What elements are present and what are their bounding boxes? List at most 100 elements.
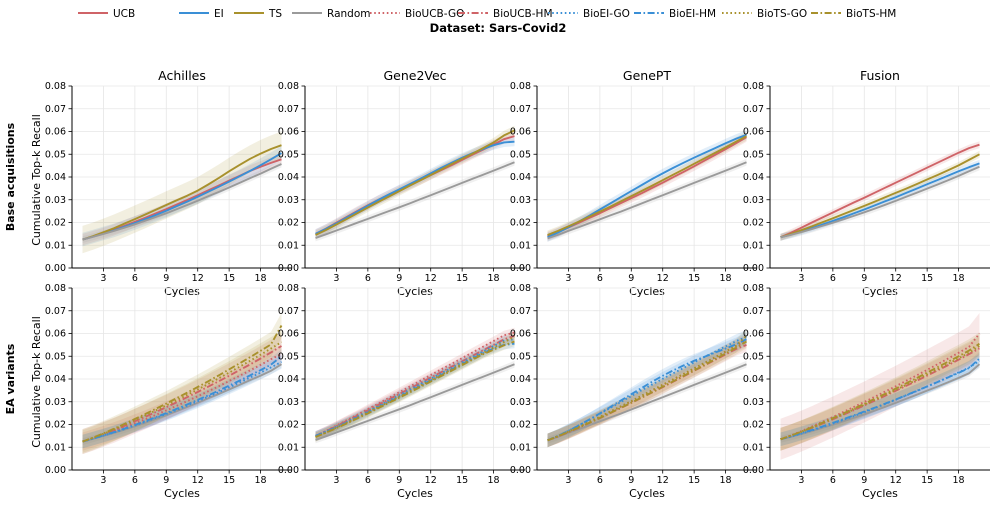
y-tick-label: 0.00 [510, 263, 531, 274]
x-tick-label: 9 [861, 475, 867, 486]
confidence-band [547, 158, 747, 242]
series-line [82, 144, 282, 241]
y-tick-label: 0.03 [278, 195, 299, 206]
y-tick-label: 0.00 [743, 465, 764, 476]
series-line [780, 347, 980, 441]
x-axis-label: Cycles [862, 285, 898, 298]
x-tick-label: 6 [597, 475, 603, 486]
y-tick-label: 0.06 [743, 329, 764, 340]
legend-entry: BioUCB-HM [458, 8, 553, 20]
panel-title: GenePT [623, 68, 672, 83]
series-line [547, 161, 747, 240]
legend-label: BioTS-HM [846, 8, 896, 20]
legend-label: BioTS-GO [757, 8, 807, 20]
y-tick-label: 0.01 [45, 442, 66, 453]
x-tick-label: 15 [223, 475, 235, 486]
x-tick-label: 9 [396, 475, 402, 486]
x-tick-label: 3 [100, 475, 106, 486]
y-tick-label: 0.08 [743, 283, 764, 294]
confidence-band [82, 355, 282, 449]
y-tick-label: 0.08 [45, 81, 66, 92]
x-tick-label: 3 [565, 273, 571, 284]
x-tick-label: 18 [255, 475, 267, 486]
series-line [315, 334, 515, 437]
series-line [82, 361, 282, 443]
y-tick-label: 0.03 [278, 397, 299, 408]
panel: 0.00 0.01 0.02 0.03 0.04 0.05 0.06 0.07 0.08 3 6 9 1… [510, 283, 757, 500]
y-tick-label: 0.02 [278, 420, 299, 431]
x-tick-label: 15 [456, 475, 468, 486]
legend-entry: Random [292, 8, 370, 20]
y-tick-label: 0.05 [510, 149, 531, 160]
y-tick-label: 0.07 [278, 104, 299, 115]
x-axis-label: Cycles [629, 487, 665, 500]
y-tick-label: 0.00 [45, 465, 66, 476]
series-line [315, 340, 515, 438]
x-tick-label: 12 [425, 273, 437, 284]
y-tick-label: 0.01 [510, 240, 531, 251]
y-tick-label: 0.04 [278, 172, 299, 183]
y-tick-label: 0.05 [45, 351, 66, 362]
y-tick-label: 0.08 [510, 283, 531, 294]
y-axis-label-bottom: Cumulative Top-k Recall [30, 316, 43, 448]
series-line [780, 342, 981, 441]
x-tick-label: 6 [132, 475, 138, 486]
y-tick-label: 0.02 [45, 420, 66, 431]
series-line [315, 336, 515, 438]
x-tick-label: 3 [565, 475, 571, 486]
series-line [780, 165, 980, 239]
x-tick-label: 15 [456, 273, 468, 284]
y-tick-label: 0.07 [743, 104, 764, 115]
panel: 0.00 0.01 0.02 0.03 0.04 0.05 0.06 0.07 0.08 3 6 9 1… [743, 283, 990, 500]
y-tick-label: 0.05 [278, 351, 299, 362]
confidence-band [780, 313, 980, 460]
legend-entry: TS [234, 8, 282, 20]
y-tick-label: 0.03 [45, 397, 66, 408]
y-tick-label: 0.03 [510, 195, 531, 206]
x-tick-label: 18 [953, 475, 965, 486]
y-tick-label: 0.08 [743, 81, 764, 92]
y-tick-label: 0.05 [278, 149, 299, 160]
x-tick-label: 12 [192, 273, 204, 284]
x-tick-label: 3 [798, 475, 804, 486]
legend-entry: BioTS-GO [722, 8, 807, 20]
y-tick-label: 0.04 [510, 172, 531, 183]
series-line [547, 135, 747, 236]
y-tick-label: 0.05 [743, 351, 764, 362]
x-tick-label: 3 [100, 273, 106, 284]
x-tick-label: 15 [921, 475, 933, 486]
confidence-band [780, 360, 980, 443]
panel: 0.00 0.01 0.02 0.03 0.04 0.05 0.06 0.07 0.08 3 6 9 1… [510, 68, 757, 298]
y-tick-label: 0.00 [45, 263, 66, 274]
y-tick-label: 0.08 [278, 81, 299, 92]
legend-label: BioEI-HM [669, 8, 716, 20]
y-tick-label: 0.01 [510, 442, 531, 453]
x-tick-label: 9 [396, 273, 402, 284]
x-tick-label: 9 [861, 273, 867, 284]
y-tick-label: 0.06 [743, 127, 764, 138]
x-tick-label: 15 [223, 273, 235, 284]
y-tick-label: 0.04 [743, 374, 764, 385]
panel: 0.00 0.01 0.02 0.03 0.04 0.05 0.06 0.07 0.08 3 6 9 1… [278, 68, 525, 298]
legend-label: Random [327, 8, 370, 20]
confidence-band [82, 349, 282, 449]
confidence-band [780, 351, 980, 447]
y-tick-label: 0.08 [45, 283, 66, 294]
y-tick-label: 0.01 [278, 240, 299, 251]
y-tick-label: 0.08 [278, 283, 299, 294]
y-tick-label: 0.00 [743, 263, 764, 274]
x-tick-label: 6 [365, 273, 371, 284]
legend: UCB EI TS Random BioUCB-GO BioUCB-HM BioEI-GO B… [78, 8, 896, 20]
y-tick-label: 0.02 [743, 420, 764, 431]
x-tick-label: 9 [628, 475, 634, 486]
x-tick-label: 6 [830, 475, 836, 486]
y-tick-label: 0.04 [278, 374, 299, 385]
y-tick-label: 0.04 [45, 374, 66, 385]
y-tick-label: 0.02 [45, 218, 66, 229]
panel-title: Gene2Vec [383, 68, 446, 83]
x-tick-label: 3 [333, 273, 339, 284]
y-tick-label: 0.03 [510, 397, 531, 408]
panel-title: Achilles [158, 68, 206, 83]
series-line [315, 129, 515, 236]
